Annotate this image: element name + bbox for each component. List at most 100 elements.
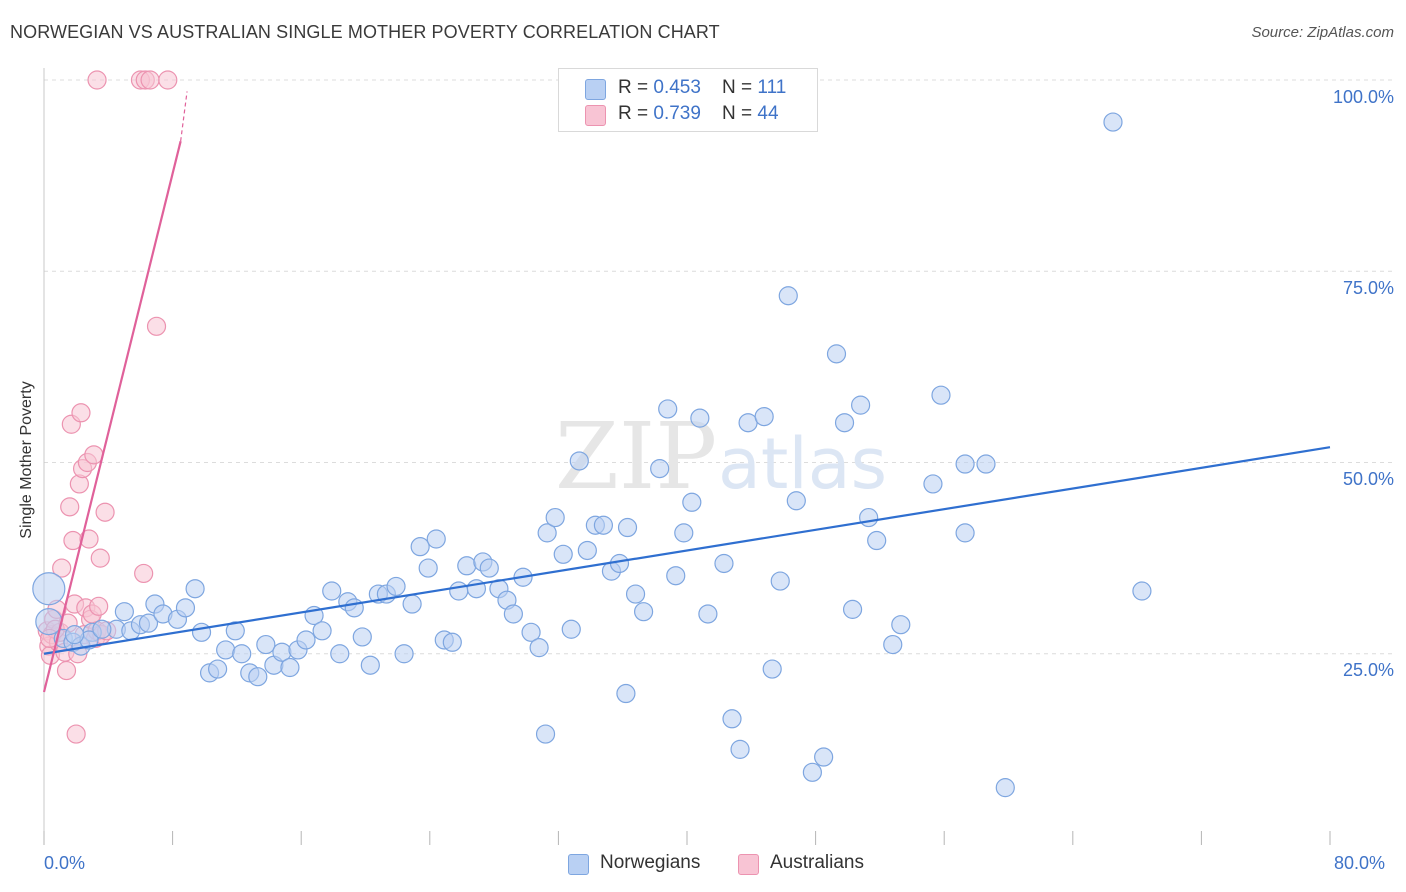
r-label: R = (618, 77, 654, 98)
norwegian-point (577, 540, 597, 561)
norwegian-point (191, 622, 212, 642)
norwegian-point (617, 517, 638, 538)
norwegian-point (312, 621, 332, 641)
australian-point (89, 596, 109, 616)
norwegian-point (208, 659, 228, 679)
norwegian-point (867, 530, 887, 551)
norwegian-point (859, 507, 879, 528)
norwegian-point (553, 544, 573, 564)
australian-point (79, 529, 99, 549)
correlation-legend: R = 0.453 N = 111 R = 0.739 N = 44 (558, 68, 818, 132)
norwegian-point (256, 634, 276, 655)
norwegian-point (738, 413, 758, 433)
norwegian-point (32, 572, 66, 606)
norwegian-point (955, 523, 975, 543)
norwegian-point (955, 454, 975, 474)
australian-point (66, 724, 86, 744)
australian-point (95, 502, 115, 522)
norwegian-point (545, 507, 565, 528)
norwegian-point (360, 655, 380, 675)
norwegian-point (826, 344, 847, 364)
norwegian-point (923, 474, 943, 494)
norwegian-point (138, 613, 159, 633)
norwegians-legend-label: Norwegians (600, 852, 701, 873)
norwegian-point (402, 594, 422, 614)
norwegian-point (770, 571, 790, 591)
norwegian-point (479, 558, 499, 578)
australians-trendline-extension (180, 91, 188, 142)
norwegian-point (931, 385, 951, 405)
norwegian-point (883, 634, 903, 655)
norwegian-point (842, 599, 863, 619)
norwegian-point (730, 739, 750, 759)
y-axis-label: Single Mother Poverty (18, 381, 35, 539)
norwegian-point (225, 621, 245, 641)
norwegian-point (529, 638, 549, 658)
norwegian-point (802, 762, 822, 782)
australian-point (134, 563, 154, 584)
norwegian-point (175, 598, 196, 618)
norwegian-point (666, 566, 686, 586)
australian-point (140, 70, 160, 90)
norwegian-point (521, 622, 541, 642)
norwegian-point (92, 619, 112, 639)
norwegian-point (410, 537, 430, 557)
norwegian-point (690, 408, 710, 428)
norwegian-point (616, 683, 636, 704)
source-label: Source: ZipAtlas.com (1251, 24, 1394, 41)
australian-point (146, 316, 167, 336)
norwegian-point (834, 413, 855, 433)
x-tick-min: 0.0% (44, 853, 86, 873)
norwegian-point (851, 395, 871, 415)
chart-title: NORWEGIAN VS AUSTRALIAN SINGLE MOTHER PO… (10, 22, 720, 42)
norwegian-point (1132, 581, 1152, 601)
norwegian-point (114, 602, 134, 622)
watermark-atlas: atlas (718, 423, 887, 505)
n-value: 111 (757, 77, 787, 98)
norwegian-point (786, 491, 806, 511)
r-label: R = (618, 103, 654, 124)
norwegian-point (633, 602, 654, 622)
norwegian-point (535, 724, 556, 744)
norwegian-point (891, 615, 911, 635)
australian-point (87, 70, 107, 90)
norwegian-point (330, 644, 350, 664)
y-tick-50: 50.0% (1342, 469, 1394, 489)
norwegian-point (674, 523, 694, 543)
norwegians-trendline (43, 446, 1331, 655)
australians-legend-label: Australians (770, 852, 864, 873)
r-value: 0.453 (653, 77, 701, 98)
norwegian-point (1103, 112, 1123, 132)
legend-text: R = 0.739 N = 44 (618, 103, 779, 125)
norwegian-point (216, 640, 236, 660)
n-label: N = (722, 77, 758, 98)
norwegian-point (976, 454, 996, 474)
norwegian-point (698, 604, 718, 624)
norwegians-points (32, 112, 1152, 798)
australians-swatch (585, 105, 606, 126)
norwegian-point (185, 579, 205, 599)
y-tick-75: 75.0% (1342, 278, 1394, 298)
norwegian-point (280, 657, 300, 678)
y-tick-25: 25.0% (1342, 660, 1394, 680)
watermark: ZIP atlas (555, 403, 887, 510)
norwegian-point (503, 604, 523, 624)
norwegian-point (561, 619, 581, 639)
norwegian-point (418, 558, 438, 578)
y-tick-100: 100.0% (1332, 87, 1394, 107)
norwegian-point (457, 556, 477, 576)
australians-trendline (42, 140, 182, 693)
norwegian-point (593, 515, 614, 535)
australian-point (71, 403, 91, 423)
norwegian-point (296, 630, 316, 650)
norwegian-point (386, 576, 406, 597)
australian-point (56, 660, 77, 681)
legend-text: R = 0.453 N = 111 (618, 77, 786, 99)
trendlines (42, 91, 1331, 693)
norwegian-point (64, 625, 85, 645)
norwegian-point (625, 584, 646, 604)
norwegian-point (248, 667, 268, 687)
norwegian-point (322, 581, 342, 601)
norwegian-point (722, 709, 742, 729)
axis-layer (43, 68, 1331, 845)
